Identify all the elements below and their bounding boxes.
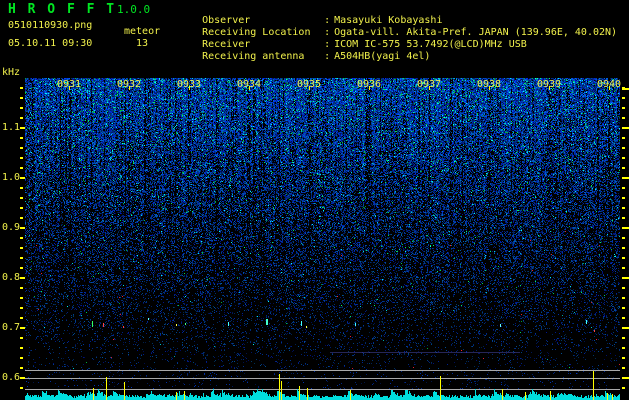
info-separator: : xyxy=(324,39,331,50)
freq-tick-label: 0.6 xyxy=(1,372,20,383)
app-title: H R O F F T xyxy=(8,2,117,17)
freq-tick-label: 0.8 xyxy=(1,272,20,283)
freq-tick-label: 0.7 xyxy=(1,322,20,333)
info-value: A504HB(yagi 4el) xyxy=(334,51,431,62)
time-tick-label: 0936 xyxy=(357,79,382,90)
time-tick-label: 0938 xyxy=(477,79,502,90)
freq-tick-label: 0.9 xyxy=(1,222,20,233)
time-tick-label: 0935 xyxy=(297,79,322,90)
app-version: 1.0.0 xyxy=(117,3,151,16)
time-tick-label: 0939 xyxy=(537,79,562,90)
info-row-antenna: Receiving antenna: A504HB(yagi 4el) xyxy=(178,39,430,75)
info-label: Observer xyxy=(202,15,251,26)
info-row-receiver: Receiver: ICOM IC-575 53.7492(@LCD)MHz US… xyxy=(178,27,527,63)
info-label: Receiving antenna xyxy=(202,51,305,62)
time-tick-label: 0937 xyxy=(417,79,442,90)
freq-tick-label: 1.0 xyxy=(1,172,20,183)
output-filename: 0510110930.png xyxy=(8,20,93,31)
info-label: Receiving Location xyxy=(202,27,311,38)
info-row-observer: Observer: Masayuki Kobayashi xyxy=(178,3,442,39)
datetime-label: 05.10.11 09:30 xyxy=(8,38,93,49)
mode-label: meteor xyxy=(124,26,161,37)
time-tick-label: 0940 xyxy=(597,79,622,90)
time-tick-label: 0932 xyxy=(117,79,142,90)
time-tick-label: 0934 xyxy=(237,79,262,90)
info-separator: : xyxy=(324,15,331,26)
time-tick-label: 0931 xyxy=(57,79,82,90)
info-value: ICOM IC-575 53.7492(@LCD)MHz USB xyxy=(334,39,527,50)
freq-axis-unit: kHz xyxy=(2,67,21,78)
echo-count: 13 xyxy=(136,38,149,49)
info-separator: : xyxy=(324,27,331,38)
info-label: Receiver xyxy=(202,39,251,50)
info-row-location: Receiving Location: Ogata-vill. Akita-Pre… xyxy=(178,15,617,51)
freq-tick-label: 1.1 xyxy=(1,122,20,133)
info-separator: : xyxy=(324,51,331,62)
time-tick-label: 0933 xyxy=(177,79,202,90)
info-value: Masayuki Kobayashi xyxy=(334,15,443,26)
info-value: Ogata-vill. Akita-Pref. JAPAN (139.96E, … xyxy=(334,27,618,38)
